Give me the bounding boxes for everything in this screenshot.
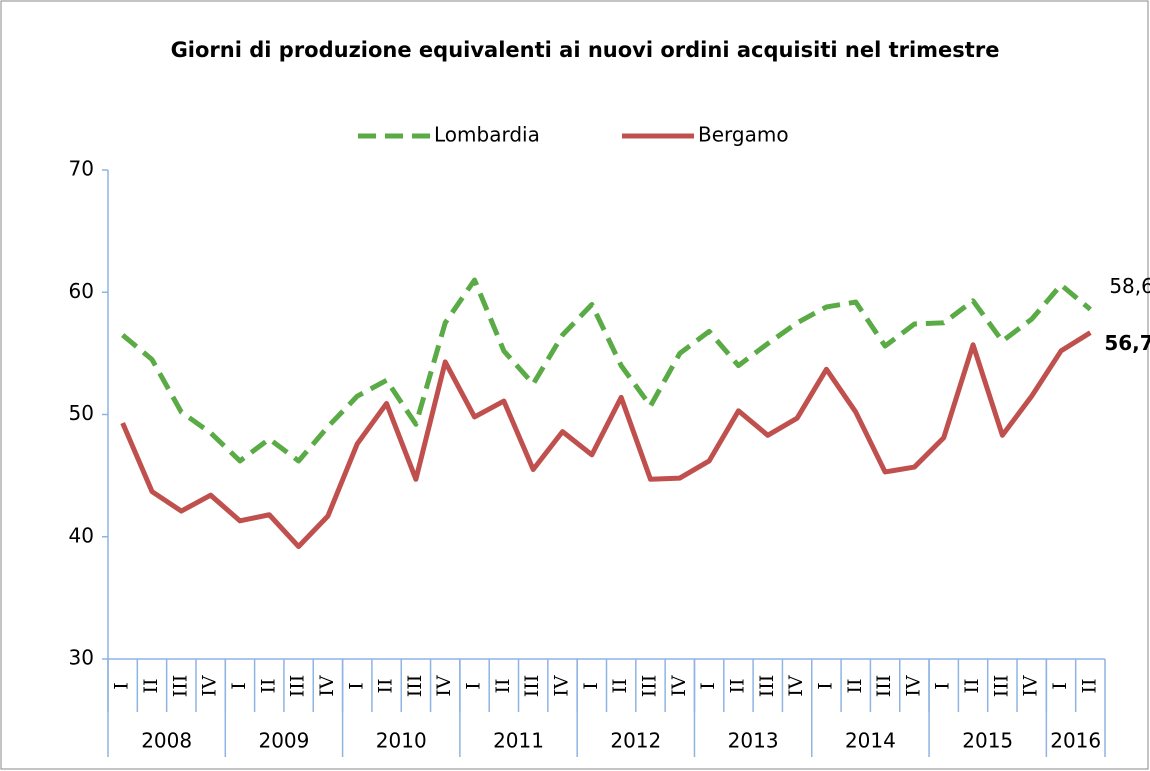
x-tick-label: II xyxy=(726,678,748,693)
x-tick-label: II xyxy=(1078,678,1100,693)
x-tick-label: IV xyxy=(668,675,690,697)
y-tick-label: 30 xyxy=(69,646,94,670)
year-label: 2012 xyxy=(610,729,661,753)
x-tick-label: III xyxy=(756,675,778,698)
x-tick-label: IV xyxy=(1020,675,1042,697)
x-tick-label: I xyxy=(932,682,954,690)
data-label: 56,7 xyxy=(1104,331,1150,355)
y-tick-label: 60 xyxy=(69,279,94,303)
x-tick-label: I xyxy=(463,682,485,690)
x-tick-label: III xyxy=(404,675,426,698)
x-tick-label: II xyxy=(492,678,514,693)
legend-label: Lombardia xyxy=(434,123,540,147)
year-label: 2009 xyxy=(258,729,309,753)
x-tick-label: III xyxy=(169,675,191,698)
chart-title: Giorni di produzione equivalenti ai nuov… xyxy=(170,38,1000,62)
series-line xyxy=(121,277,1092,464)
x-tick-label: IV xyxy=(316,675,338,697)
x-tick-label: II xyxy=(844,678,866,693)
x-tick-label: IV xyxy=(199,675,221,697)
x-tick-label: III xyxy=(287,675,309,698)
x-tick-label: IV xyxy=(433,675,455,697)
x-tick-label: III xyxy=(873,675,895,698)
y-tick-label: 40 xyxy=(69,523,94,547)
x-tick-label: II xyxy=(140,678,162,693)
x-tick-label: I xyxy=(228,682,250,690)
x-tick-label: I xyxy=(111,682,133,690)
x-tick-label: II xyxy=(375,678,397,693)
x-tick-label: II xyxy=(609,678,631,693)
data-label: 58,6 xyxy=(1109,274,1150,298)
y-tick-label: 50 xyxy=(69,401,94,425)
year-label: 2014 xyxy=(845,729,896,753)
x-tick-label: IV xyxy=(551,675,573,697)
year-label: 2016 xyxy=(1050,729,1101,753)
x-tick-label: II xyxy=(961,678,983,693)
year-label: 2008 xyxy=(141,729,192,753)
year-label: 2010 xyxy=(376,729,427,753)
legend-label: Bergamo xyxy=(698,123,789,147)
x-tick-label: I xyxy=(345,682,367,690)
year-label: 2015 xyxy=(962,729,1013,753)
x-tick-label: I xyxy=(1049,682,1071,690)
year-label: 2011 xyxy=(493,729,544,753)
x-tick-label: IV xyxy=(785,675,807,697)
x-tick-label: I xyxy=(814,682,836,690)
x-tick-label: II xyxy=(257,678,279,693)
year-label: 2013 xyxy=(728,729,779,753)
x-tick-label: III xyxy=(638,675,660,698)
x-tick-label: I xyxy=(580,682,602,690)
x-tick-label: III xyxy=(521,675,543,698)
series-line xyxy=(120,330,1092,550)
x-tick-label: I xyxy=(697,682,719,690)
y-tick-label: 70 xyxy=(69,157,94,181)
x-tick-label: III xyxy=(990,675,1012,698)
x-tick-label: IV xyxy=(902,675,924,697)
